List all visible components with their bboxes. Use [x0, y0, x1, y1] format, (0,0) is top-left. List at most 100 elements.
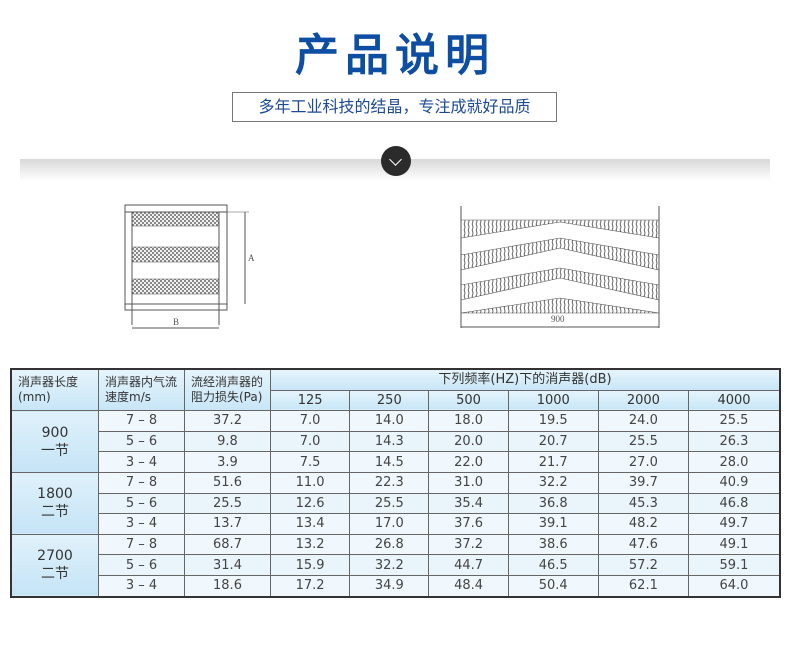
db-cell: 25.5 [597, 430, 689, 453]
sections-value: 一节 [41, 442, 69, 459]
db-cell: 25.5 [349, 492, 430, 515]
db-cell: 37.6 [428, 513, 509, 535]
db-cell: 20.0 [428, 430, 509, 453]
freq-header: 1000 [507, 389, 599, 412]
page-subtitle: 多年工业科技的结晶，专注成就好品质 [232, 92, 557, 122]
db-cell: 39.7 [597, 471, 689, 494]
table-row: 5 – 6 9.8 7.0 14.3 20.0 20.7 25.5 26.3 [11, 430, 781, 453]
page-title: 产品说明 [295, 30, 495, 81]
db-cell: 21.7 [507, 451, 599, 473]
db-cell: 14.5 [349, 451, 430, 473]
db-cell: 13.4 [269, 513, 351, 535]
length-group-cell: 1800 二节 [10, 471, 99, 535]
db-cell: 14.0 [349, 410, 430, 432]
freq-header: 250 [349, 389, 430, 412]
freq-header: 125 [269, 389, 351, 412]
db-cell: 44.7 [428, 554, 509, 576]
db-cell: 40.9 [687, 471, 781, 494]
db-cell: 22.3 [349, 471, 430, 494]
loss-cell: 18.6 [184, 574, 271, 598]
db-cell: 17.2 [269, 574, 351, 598]
loss-cell: 68.7 [184, 533, 271, 556]
length-group-cell: 2700 二节 [10, 533, 99, 598]
freq-header: 500 [428, 389, 509, 412]
db-cell: 46.5 [507, 554, 599, 576]
db-cell: 34.9 [349, 574, 430, 598]
db-cell: 57.2 [597, 554, 689, 576]
speed-cell: 5 – 6 [98, 554, 185, 576]
db-cell: 26.8 [349, 533, 430, 556]
speed-cell: 3 – 4 [98, 451, 185, 473]
speed-cell: 5 – 6 [98, 430, 185, 453]
db-cell: 64.0 [687, 574, 781, 598]
loss-cell: 13.7 [184, 513, 271, 535]
db-cell: 25.5 [687, 410, 781, 432]
db-cell: 26.3 [687, 430, 781, 453]
table-row: 2700 二节 7 – 8 68.7 13.2 26.8 37.2 38.6 47.6 49.1 [10, 533, 781, 598]
chevron-down-icon[interactable] [381, 146, 411, 176]
length-value: 1800 [37, 486, 73, 503]
db-cell: 37.2 [428, 533, 509, 556]
table-row: 1800 二节 7 – 8 51.6 11.0 22.3 31.0 32.2 39.7 40.9 [10, 471, 781, 535]
table-row: 5 – 6 31.4 15.9 32.2 44.7 46.5 57.2 59.1 [11, 554, 781, 576]
performance-table: 消声器长度(mm) 消声器内气流速度m/s 流经消声器的阻力损失(Pa) 下列频… [10, 368, 781, 598]
speed-cell: 7 – 8 [98, 471, 185, 494]
db-cell: 22.0 [428, 451, 509, 473]
speed-cell: 3 – 4 [98, 513, 185, 535]
db-cell: 59.1 [687, 554, 781, 576]
speed-cell: 3 – 4 [98, 574, 185, 598]
longitudinal-section-diagram: 900 [460, 206, 660, 328]
table-row: 3 – 4 18.6 17.2 34.9 48.4 50.4 62.1 64.0 [11, 574, 781, 598]
length-value: 900 [41, 424, 69, 441]
db-cell: 48.4 [428, 574, 509, 598]
loss-cell: 31.4 [184, 554, 271, 576]
db-cell: 27.0 [597, 451, 689, 473]
db-cell: 38.6 [507, 533, 599, 556]
loss-cell: 25.5 [184, 492, 271, 515]
db-cell: 32.2 [349, 554, 430, 576]
db-cell: 35.4 [428, 492, 509, 515]
db-cell: 46.8 [687, 492, 781, 515]
freq-header: 4000 [687, 389, 781, 412]
db-cell: 28.0 [687, 451, 781, 473]
freq-header: 2000 [597, 389, 689, 412]
db-cell: 15.9 [269, 554, 351, 576]
db-cell: 7.0 [269, 430, 351, 453]
table-row: 3 – 4 13.7 13.4 17.0 37.6 39.1 48.2 49.7 [11, 513, 781, 535]
db-cell: 31.0 [428, 471, 509, 494]
db-cell: 49.7 [687, 513, 781, 535]
col-header-speed: 消声器内气流速度m/s [98, 368, 185, 412]
speed-cell: 7 – 8 [98, 533, 185, 556]
loss-cell: 9.8 [184, 430, 271, 453]
db-cell: 50.4 [507, 574, 599, 598]
db-cell: 62.1 [597, 574, 689, 598]
db-cell: 7.0 [269, 410, 351, 432]
loss-cell: 3.9 [184, 451, 271, 473]
speed-cell: 7 – 8 [98, 410, 185, 432]
db-cell: 17.0 [349, 513, 430, 535]
db-cell: 12.6 [269, 492, 351, 515]
db-cell: 49.1 [687, 533, 781, 556]
db-cell: 36.8 [507, 492, 599, 515]
db-cell: 13.2 [269, 533, 351, 556]
db-cell: 47.6 [597, 533, 689, 556]
db-cell: 48.2 [597, 513, 689, 535]
table-row: 5 – 6 25.5 12.6 25.5 35.4 36.8 45.3 46.8 [11, 492, 781, 515]
length-group-cell: 900 一节 [10, 410, 99, 473]
length-label: 900 [551, 314, 565, 324]
col-header-length: 消声器长度(mm) [10, 368, 99, 412]
speed-cell: 5 – 6 [98, 492, 185, 515]
db-cell: 45.3 [597, 492, 689, 515]
sections-value: 二节 [41, 504, 69, 521]
width-label: B [173, 317, 179, 327]
db-cell: 14.3 [349, 430, 430, 453]
table-row: 900 一节 7 – 8 37.2 7.0 14.0 18.0 19.5 24.0 25.5 [10, 410, 781, 473]
db-cell: 39.1 [507, 513, 599, 535]
sections-value: 二节 [41, 566, 69, 583]
loss-cell: 37.2 [184, 410, 271, 432]
db-cell: 32.2 [507, 471, 599, 494]
col-header-loss: 流经消声器的阻力损失(Pa) [184, 368, 271, 412]
table-row: 3 – 4 3.9 7.5 14.5 22.0 21.7 27.0 28.0 [11, 451, 781, 473]
db-cell: 11.0 [269, 471, 351, 494]
db-cell: 18.0 [428, 410, 509, 432]
